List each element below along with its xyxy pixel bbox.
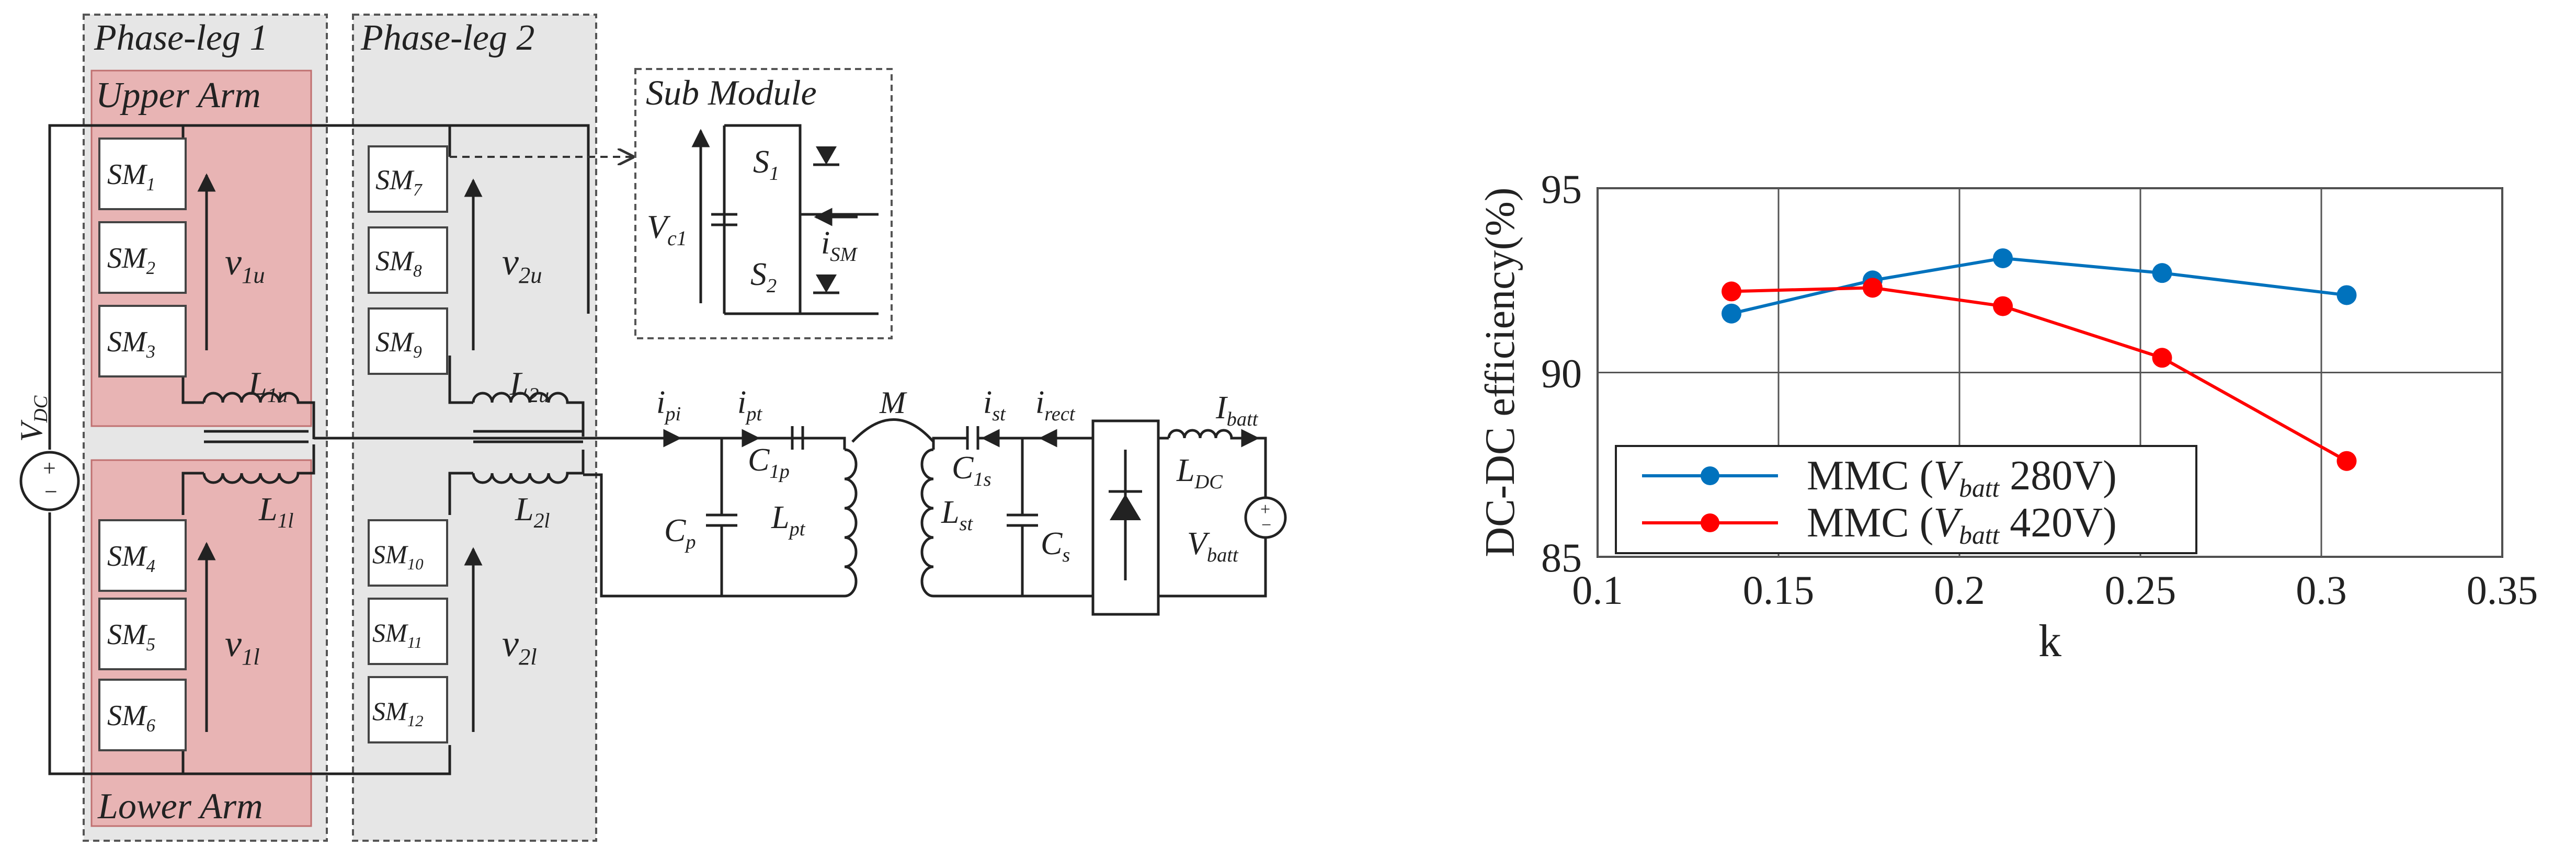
sm-3-label: SM3: [107, 326, 155, 362]
circuit-diagram: Phase-leg 1 Phase-leg 2 Upper Arm Lower …: [14, 14, 1287, 842]
vc1-label: Vc1: [647, 208, 687, 250]
sm-2-label: SM2: [107, 242, 155, 278]
legend-label-280v: MMC (Vbatt 280V): [1807, 453, 2117, 502]
series-layer: [1722, 248, 2357, 471]
sm-6-label: SM6: [107, 700, 156, 736]
data-point: [1722, 303, 1742, 324]
L2u-label: L2u: [509, 365, 549, 407]
v1u-label: v1u: [225, 241, 265, 288]
efficiency-chart: 0.1 0.15 0.2 0.25 0.3 0.35 85 90 95 k DC-DC eff…: [1477, 166, 2538, 667]
v2l-label: v2l: [502, 623, 537, 670]
L1u-label: L1u: [248, 365, 288, 407]
ipt-label: ipt: [737, 385, 762, 425]
upper-arm-title: Upper Arm: [96, 75, 261, 116]
c1s-label: C1s: [952, 450, 991, 490]
ldc-label: LDC: [1176, 453, 1223, 493]
lpt-label: Lpt: [771, 500, 806, 540]
phase-leg-1-title: Phase-leg 1: [94, 18, 268, 58]
L2l-label: L2l: [515, 490, 550, 532]
sm-7-label: SM7: [375, 164, 423, 200]
sub-module-title: Sub Module: [646, 73, 817, 112]
data-point: [1862, 278, 1883, 298]
y-tick-label: 85: [1541, 535, 1582, 580]
vdc-label: VDC: [14, 395, 52, 442]
sm-8-label: SM8: [375, 245, 422, 281]
sm-11-label: SM11: [372, 618, 422, 651]
svg-text:+: +: [1260, 500, 1270, 519]
inductor-ldc: [1167, 429, 1267, 497]
phase-leg-2-title: Phase-leg 2: [360, 18, 534, 58]
y-tick-label: 95: [1541, 166, 1582, 212]
ibatt-label: Ibatt: [1215, 390, 1259, 430]
c1p-label: C1p: [748, 442, 790, 483]
irect-label: irect: [1035, 385, 1076, 425]
s1-label: S1: [753, 144, 779, 185]
sm-stack-leg2-upper: SM7 SM8 SM9: [368, 145, 448, 375]
s2-label: S2: [750, 257, 777, 297]
data-point: [2152, 348, 2172, 368]
primary-coil: [844, 448, 858, 598]
v2u-label: v2u: [502, 241, 542, 288]
data-point: [2152, 263, 2172, 283]
vbatt-label: Vbatt: [1187, 526, 1239, 566]
x-tick-label: 0.25: [2105, 567, 2176, 613]
legend-marker-280v: [1701, 466, 1719, 485]
dc-voltage-source: [19, 451, 80, 511]
x-tick-label: 0.1: [1572, 567, 1623, 613]
svg-text:−: −: [1261, 516, 1271, 535]
y-axis-label: DC-DC efficiency(%): [1477, 187, 1523, 557]
inductor-l2u: [472, 392, 585, 437]
x-tick-label: 0.35: [2467, 567, 2538, 613]
cp-label: Cp: [664, 513, 696, 553]
svg-text:+: +: [43, 455, 56, 481]
sm-10-label: SM10: [372, 540, 424, 573]
svg-text:−: −: [44, 479, 58, 505]
sub-module-detail: Sub Module Vc1 S1 S2 iSM: [634, 68, 893, 339]
data-point: [2336, 451, 2357, 471]
inductor-l1u: [202, 392, 315, 439]
legend-label-420v: MMC (Vbatt 420V): [1807, 500, 2117, 550]
secondary-coil: [920, 448, 934, 598]
x-tick-label: 0.15: [1743, 567, 1815, 613]
data-point: [1993, 248, 2013, 268]
L1l-label: L1l: [258, 490, 293, 532]
data-point: [1993, 296, 2013, 316]
y-tick-label: 90: [1541, 351, 1582, 396]
legend: MMC (Vbatt 280V) MMC (Vbatt 420V): [1615, 445, 2197, 554]
sm-9-label: SM9: [375, 326, 422, 362]
x-tick-labels: 0.1 0.15 0.2 0.25 0.3 0.35: [1572, 567, 2538, 613]
data-point: [2336, 285, 2357, 305]
inductor-l1l: [202, 444, 315, 484]
data-point: [1722, 281, 1742, 302]
cs-label: Cs: [1041, 526, 1070, 566]
x-tick-label: 0.2: [1934, 567, 1985, 613]
legend-box: [1615, 445, 2197, 554]
x-axis-label: k: [2038, 616, 2061, 667]
sm-stack-leg2-lower: SM10 SM11 SM12: [368, 519, 448, 743]
ipi-label: ipi: [656, 385, 681, 425]
v1l-label: v1l: [225, 623, 260, 670]
x-tick-label: 0.3: [2296, 567, 2347, 613]
y-tick-labels: 85 90 95: [1541, 166, 1582, 580]
sm-stack-leg1-upper: SM1 SM2 SM3: [98, 138, 187, 377]
lower-arm-title: Lower Arm: [97, 786, 263, 827]
sm-1-label: SM1: [107, 158, 155, 194]
legend-marker-420v: [1701, 513, 1719, 532]
ism-label: iSM: [821, 225, 858, 266]
ist-label: ist: [983, 385, 1006, 425]
sm-stack-leg1-lower: SM4 SM5 SM6: [98, 519, 187, 751]
inductor-l2l: [472, 450, 585, 484]
sm-5-label: SM5: [107, 619, 155, 655]
sm-4-label: SM4: [107, 540, 155, 576]
mutual-m-label: M: [879, 385, 907, 420]
sm-12-label: SM12: [372, 696, 424, 730]
lst-label: Lst: [941, 495, 973, 535]
